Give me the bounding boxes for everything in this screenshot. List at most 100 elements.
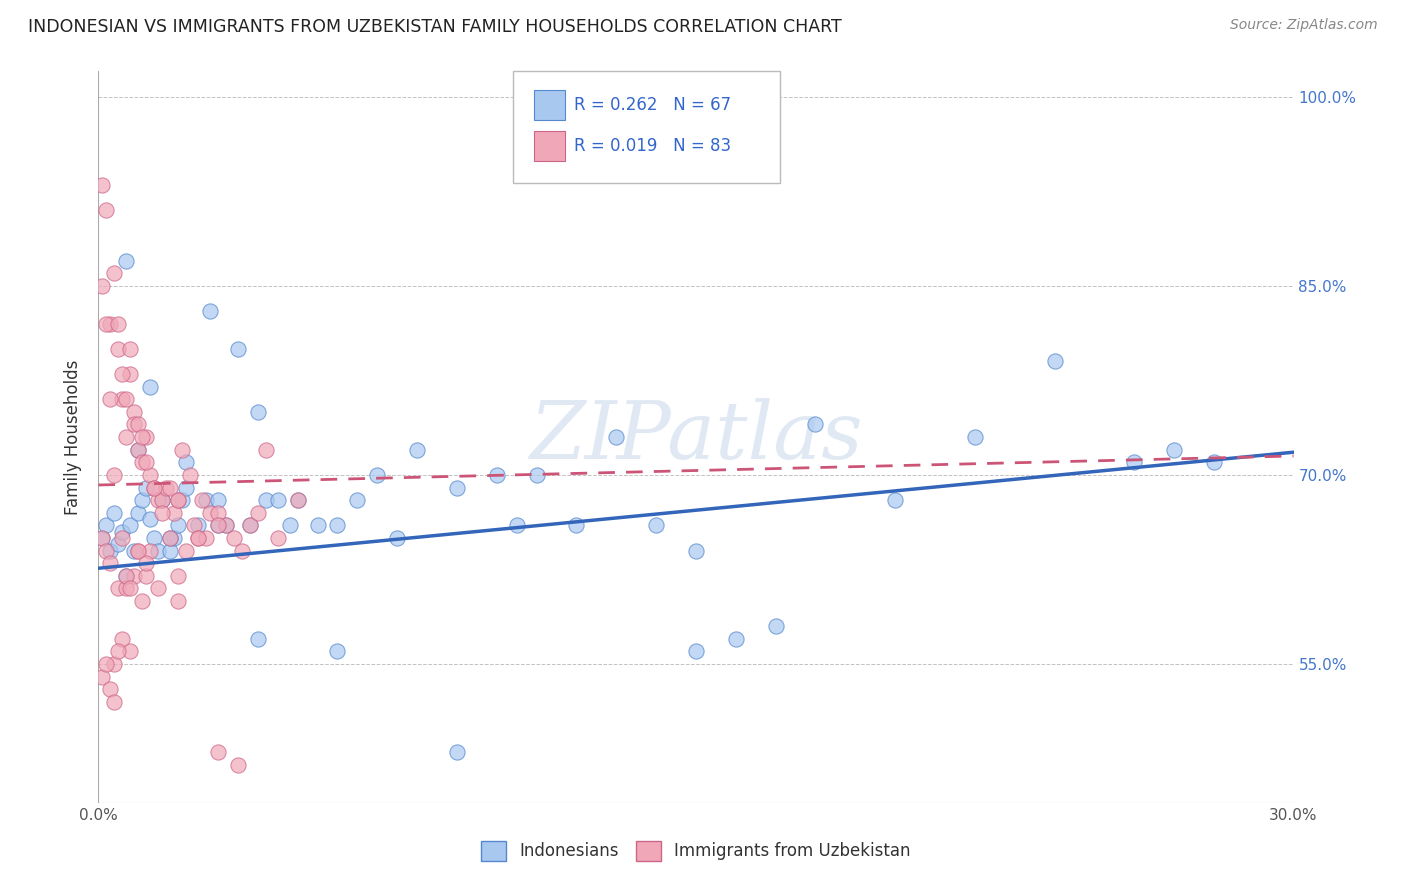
Point xyxy=(127,543,149,558)
Text: ZIPatlas: ZIPatlas xyxy=(529,399,863,475)
Point xyxy=(183,518,205,533)
Point xyxy=(446,745,468,759)
Point xyxy=(231,543,253,558)
Point xyxy=(346,493,368,508)
Point xyxy=(195,493,218,508)
Point xyxy=(159,543,181,558)
Point xyxy=(1123,455,1146,469)
Point xyxy=(187,531,209,545)
Point xyxy=(111,524,134,539)
Point xyxy=(115,582,138,596)
Point xyxy=(685,543,707,558)
Point xyxy=(107,537,129,551)
Point xyxy=(963,430,986,444)
Point xyxy=(103,266,125,280)
Point xyxy=(174,481,197,495)
Point xyxy=(485,467,508,482)
Point xyxy=(124,417,146,432)
Point xyxy=(120,367,142,381)
Point xyxy=(107,644,129,658)
Point xyxy=(215,518,238,533)
Point xyxy=(565,518,588,533)
Point xyxy=(115,253,138,268)
Point xyxy=(150,493,173,508)
Point xyxy=(98,556,122,570)
Point xyxy=(96,317,118,331)
Point xyxy=(174,455,197,469)
Point xyxy=(246,506,269,520)
Point xyxy=(167,493,190,508)
Point xyxy=(131,455,153,469)
Point xyxy=(139,543,162,558)
Point xyxy=(287,493,309,508)
Point xyxy=(120,342,142,356)
Point xyxy=(179,467,201,482)
Point xyxy=(91,178,114,192)
Point xyxy=(107,582,129,596)
Point xyxy=(107,342,129,356)
Point xyxy=(207,493,229,508)
Point xyxy=(103,506,125,520)
Point xyxy=(111,367,134,381)
Y-axis label: Family Households: Family Households xyxy=(65,359,83,515)
Point xyxy=(111,531,134,545)
Point xyxy=(506,518,529,533)
Point xyxy=(198,506,221,520)
Point xyxy=(127,442,149,457)
Point xyxy=(127,417,149,432)
Point xyxy=(239,518,262,533)
Point xyxy=(124,569,146,583)
Point xyxy=(198,304,221,318)
Point xyxy=(1043,354,1066,368)
Point xyxy=(107,317,129,331)
Text: R = 0.262   N = 67: R = 0.262 N = 67 xyxy=(574,96,731,114)
Point xyxy=(98,392,122,407)
Point xyxy=(385,531,409,545)
Point xyxy=(91,531,114,545)
Point xyxy=(526,467,548,482)
Point xyxy=(804,417,827,432)
Point xyxy=(246,632,269,646)
Point xyxy=(191,493,214,508)
Point xyxy=(103,467,125,482)
Point xyxy=(172,442,194,457)
Point xyxy=(172,493,194,508)
Point xyxy=(98,543,122,558)
Point xyxy=(120,582,142,596)
Point xyxy=(98,317,122,331)
Point xyxy=(96,543,118,558)
Point xyxy=(155,481,177,495)
Point xyxy=(135,569,157,583)
Point xyxy=(174,543,197,558)
Point xyxy=(326,518,349,533)
Point xyxy=(254,493,277,508)
Point xyxy=(163,531,186,545)
Point xyxy=(239,518,262,533)
Point xyxy=(148,582,170,596)
Point xyxy=(1163,442,1185,457)
Point xyxy=(254,442,277,457)
Point xyxy=(150,493,173,508)
Point xyxy=(143,481,166,495)
Point xyxy=(278,518,301,533)
Point xyxy=(226,342,249,356)
Point xyxy=(91,670,114,684)
Point xyxy=(135,556,157,570)
Point xyxy=(207,745,229,759)
Point xyxy=(884,493,907,508)
Point xyxy=(91,531,114,545)
Point xyxy=(135,455,157,469)
Point xyxy=(124,543,146,558)
Point xyxy=(246,405,269,419)
Point xyxy=(1202,455,1225,469)
Point xyxy=(143,481,166,495)
Point xyxy=(135,430,157,444)
Point xyxy=(226,758,249,772)
Point xyxy=(645,518,668,533)
Point xyxy=(139,512,162,526)
Point xyxy=(267,493,290,508)
Text: INDONESIAN VS IMMIGRANTS FROM UZBEKISTAN FAMILY HOUSEHOLDS CORRELATION CHART: INDONESIAN VS IMMIGRANTS FROM UZBEKISTAN… xyxy=(28,18,842,36)
Point xyxy=(159,531,181,545)
Point xyxy=(724,632,747,646)
Point xyxy=(111,632,134,646)
